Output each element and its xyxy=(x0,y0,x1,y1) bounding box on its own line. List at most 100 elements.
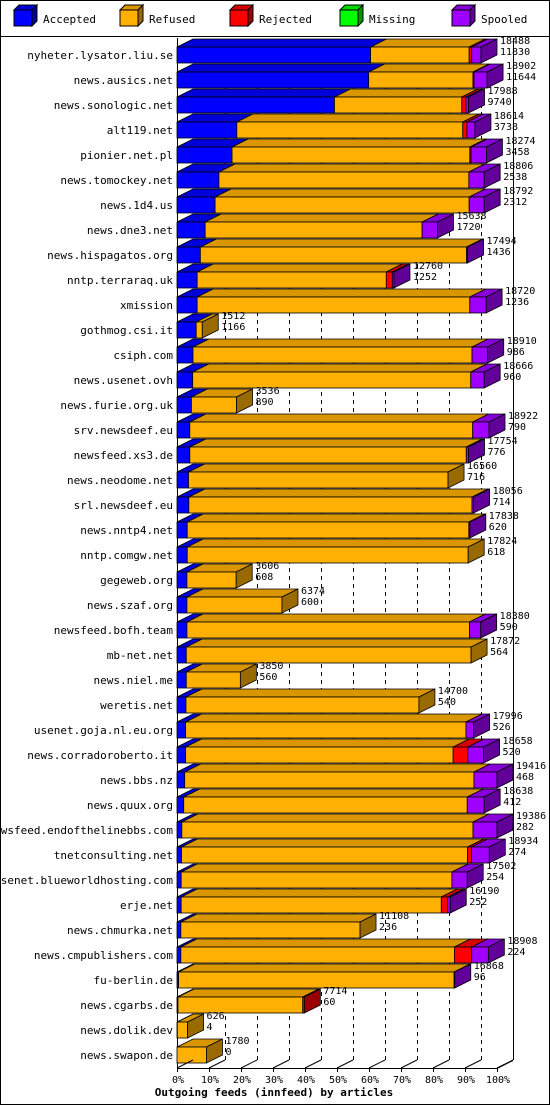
bar-side-spooled xyxy=(437,213,454,239)
bar-top-refused xyxy=(200,238,483,248)
bar-segment-refused xyxy=(186,546,469,564)
host-label: news.quux.org xyxy=(87,799,173,812)
offered-count: 18934 xyxy=(508,836,538,847)
bar-segment-refused xyxy=(185,696,420,714)
legend-item-spooled: Spooled xyxy=(450,3,527,28)
host-label: xmission xyxy=(120,299,173,312)
bar-segment-spooled xyxy=(421,221,438,239)
bar-segment-accepted xyxy=(176,496,190,514)
bar-segment-refused xyxy=(192,371,472,389)
bar-segment-refused xyxy=(218,171,470,189)
bar-segment-refused xyxy=(176,1021,188,1039)
offered-count: 15638 xyxy=(456,211,486,222)
accepted-count: 620 xyxy=(489,522,507,533)
bar-segment-refused xyxy=(214,196,470,214)
offered-count: 1512 xyxy=(221,311,245,322)
bar-side-refused xyxy=(206,1038,223,1064)
host-label: news.cmpublishers.com xyxy=(34,949,173,962)
bar-segment-accepted xyxy=(176,296,198,314)
bar-side-spooled xyxy=(480,38,498,64)
bar-side-refused xyxy=(187,1013,204,1039)
offered-count: 18720 xyxy=(505,286,535,297)
bar-segment-accepted xyxy=(176,746,187,764)
bar-top-refused xyxy=(218,163,486,173)
bar-side-spooled xyxy=(480,613,498,639)
legend-item-refused: Refused xyxy=(118,3,195,28)
host-label: usenet.blueworldhosting.com xyxy=(0,874,173,887)
bar-segment-accepted xyxy=(176,321,197,339)
bar-segment-refused xyxy=(183,796,468,814)
bar-top-accepted xyxy=(176,38,387,48)
x-tick-label: 100% xyxy=(486,1075,510,1086)
bar-top-refused xyxy=(180,938,471,948)
bar-top-refused xyxy=(370,38,486,48)
x-axis: 0% 10% 20% 30% 40% 50% 60% 70% 80% 90% 100% xyxy=(172,1059,514,1086)
bar-top-refused xyxy=(185,738,470,748)
accepted-count: 3738 xyxy=(494,122,518,133)
bar-top-refused xyxy=(196,288,486,298)
bar-segment-accepted xyxy=(176,946,182,964)
bar-top-refused xyxy=(192,363,487,373)
bar-side-spooled xyxy=(487,338,505,364)
accepted-count: 2538 xyxy=(503,172,527,183)
host-label: usenet.goja.nl.eu.org xyxy=(34,724,173,737)
bar-segment-accepted xyxy=(176,621,188,639)
accepted-count: 960 xyxy=(503,372,521,383)
bar-segment-refused xyxy=(334,96,463,114)
accepted-count: 282 xyxy=(516,822,534,833)
bar-side-refused xyxy=(239,663,257,689)
offered-count: 17838 xyxy=(489,511,519,522)
bar-segment-spooled xyxy=(473,71,488,89)
accepted-count: 4 xyxy=(207,1022,213,1033)
bar-side-spooled xyxy=(454,963,472,989)
accepted-count: 1436 xyxy=(487,247,511,258)
host-label: news.1d4.us xyxy=(100,199,173,212)
bar-segment-accepted xyxy=(176,471,189,489)
legend: Accepted Refused Rejected Missing Spooled xyxy=(12,3,527,28)
bar-segment-refused xyxy=(186,596,283,614)
legend-label-accepted: Accepted xyxy=(43,13,96,26)
accepted-count: 608 xyxy=(255,572,273,583)
bar-side-refused xyxy=(235,563,253,589)
bar-segment-accepted xyxy=(176,771,186,789)
host-label: nntp.terraraq.uk xyxy=(67,274,173,287)
bar-segment-accepted xyxy=(176,671,187,689)
x-tick-label: 40% xyxy=(297,1075,315,1086)
offered-count: 18908 xyxy=(507,936,537,947)
host-label: news.dne3.net xyxy=(87,224,173,237)
host-label: mb-net.net xyxy=(107,649,173,662)
legend-item-accepted: Accepted xyxy=(12,3,96,28)
bar-top-refused xyxy=(185,688,436,698)
offered-count: 3606 xyxy=(255,561,279,572)
host-label: newsfeed.endofthelinebbs.com xyxy=(0,824,173,837)
bar-segment-refused xyxy=(185,721,467,739)
accepted-count: 274 xyxy=(508,847,526,858)
bar-segment-refused xyxy=(188,471,449,489)
bar-segment-accepted xyxy=(176,696,187,714)
bar-segment-rejected xyxy=(467,846,472,864)
offered-count: 17824 xyxy=(487,536,517,547)
bar-segment-refused xyxy=(236,121,464,139)
bar-side-spooled xyxy=(483,363,501,389)
bar-side-spooled xyxy=(488,838,506,864)
legend-label-missing: Missing xyxy=(369,13,415,26)
accepted-count: 96 xyxy=(474,972,486,983)
bar-segment-rejected xyxy=(454,946,473,964)
legend-label-refused: Refused xyxy=(149,13,195,26)
x-tick-mark xyxy=(240,1059,258,1069)
host-label: gegeweb.org xyxy=(100,574,173,587)
bar-segment-accepted xyxy=(176,346,194,364)
accepted-count: 1720 xyxy=(456,222,480,233)
accepted-count: 776 xyxy=(488,447,506,458)
